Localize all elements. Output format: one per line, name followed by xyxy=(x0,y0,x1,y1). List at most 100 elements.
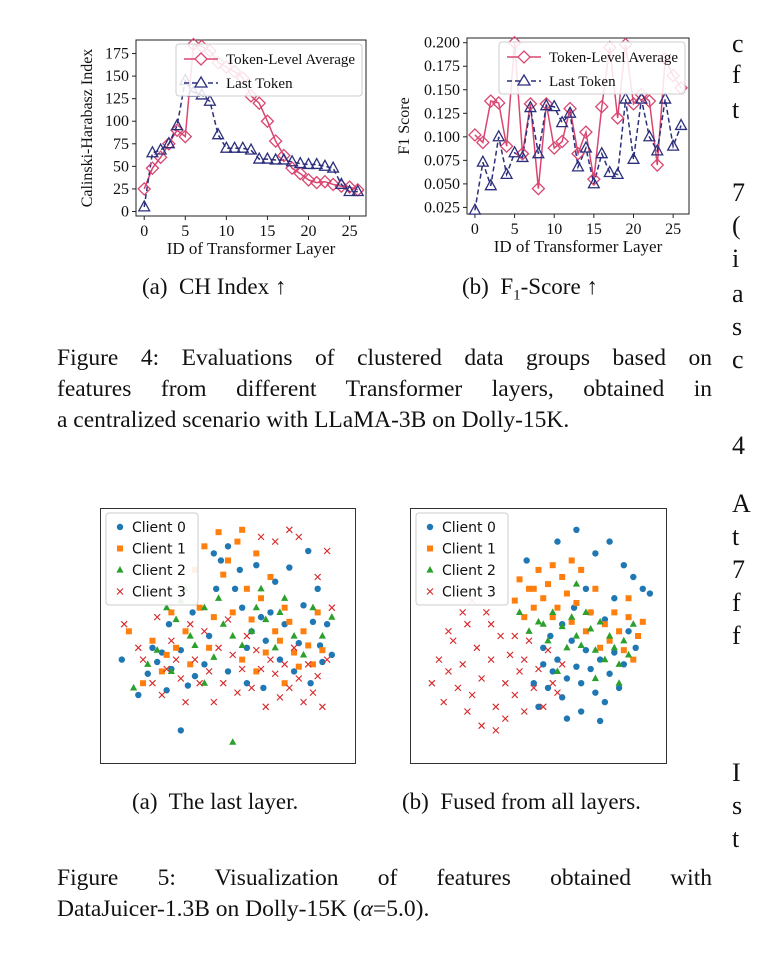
scatter-point-client-0 xyxy=(535,703,542,710)
scatter-point-client-3 xyxy=(219,679,227,687)
scatter-point-client-1 xyxy=(300,628,307,635)
scatter-point-client-1 xyxy=(225,557,231,564)
scatter-point-client-0 xyxy=(316,642,324,649)
legend-marker-client-3 xyxy=(426,588,434,595)
scatter-point-client-3 xyxy=(134,644,142,652)
x-marker-stroke xyxy=(243,632,251,640)
scatter-point-client-1 xyxy=(163,651,170,658)
x-marker-stroke xyxy=(544,646,552,654)
x-marker-stroke xyxy=(281,660,289,668)
scatter-point-client-2 xyxy=(144,660,152,667)
scatter-point-client-2 xyxy=(572,580,581,587)
scatter-point-client-0 xyxy=(625,628,632,635)
scatter-point-client-1 xyxy=(559,574,566,580)
x-marker-stroke xyxy=(163,665,171,673)
scatter-point-client-3 xyxy=(549,679,557,687)
scatter-point-client-3 xyxy=(319,703,326,711)
scatter-point-client-1 xyxy=(530,585,537,592)
legend-box xyxy=(415,512,509,606)
scatter-point-client-0 xyxy=(260,684,267,692)
scatter-point-client-1 xyxy=(281,680,288,687)
y-tick-label: 50 xyxy=(113,158,129,175)
legend-label-client-1: Client 1 xyxy=(132,542,186,558)
scatter-point-client-1 xyxy=(309,661,316,668)
x-marker-stroke xyxy=(304,660,312,668)
x-marker-stroke xyxy=(487,620,495,628)
legend-marker-client-1 xyxy=(117,545,123,552)
scatter-point-client-3 xyxy=(520,708,528,715)
x-marker-stroke xyxy=(478,722,486,730)
data-point-last-token xyxy=(219,140,233,153)
data-point-last-token xyxy=(137,199,151,212)
scatter-point-client-1 xyxy=(573,599,580,606)
scatter-point-client-0 xyxy=(319,658,326,666)
scatter-point-client-1 xyxy=(592,585,599,592)
data-point-last-token xyxy=(343,184,357,197)
right-column-fragment: c xyxy=(732,345,744,374)
scatter-point-client-3 xyxy=(139,656,147,663)
scatter-point-client-1 xyxy=(587,609,594,616)
scatter-point-client-3 xyxy=(535,665,542,673)
scatter-point-client-2 xyxy=(309,603,317,611)
scatter-point-client-3 xyxy=(520,656,528,663)
scatter-point-client-2 xyxy=(558,622,566,630)
scatter-point-client-2 xyxy=(290,632,298,639)
scatter-point-client-2 xyxy=(568,613,576,620)
x-tick-label: 0 xyxy=(140,223,148,240)
right-column-fragment: t xyxy=(732,824,740,853)
scatter-point-client-1 xyxy=(635,633,642,639)
scatter-point-client-0 xyxy=(272,578,279,585)
scatter-point-client-3 xyxy=(196,679,204,687)
data-point-last-token xyxy=(619,91,633,104)
x-marker-stroke xyxy=(323,656,331,663)
x-marker-stroke xyxy=(440,698,448,706)
legend-marker-last-token xyxy=(516,73,532,86)
scatter-point-client-0 xyxy=(592,689,599,696)
scatter-point-client-0 xyxy=(281,621,288,628)
scatter-point-client-2 xyxy=(257,584,265,592)
scatter-point-client-3 xyxy=(454,684,462,692)
scatter-point-client-3 xyxy=(205,668,213,675)
scatter-point-client-0 xyxy=(238,604,246,611)
scatter-point-client-2 xyxy=(252,603,260,611)
scatter-point-client-0 xyxy=(243,680,251,687)
scatter-point-client-3 xyxy=(234,689,241,697)
scatter-point-client-1 xyxy=(243,585,250,592)
y-axis-label: F1 Score xyxy=(396,97,413,154)
scatter-point-client-1 xyxy=(625,595,632,602)
data-point-token-level-average xyxy=(594,99,609,114)
scatter-point-client-1 xyxy=(549,614,556,621)
figure4-panel-a-chart: 0 25 50 75 100 125 150 175 0 5 10 15 20 25 ID of Trans… xyxy=(79,30,380,258)
scatter-point-client-0 xyxy=(286,564,293,571)
scatter-point-client-0 xyxy=(547,632,554,640)
scatter-point-client-1 xyxy=(319,647,326,654)
scatter-point-client-0 xyxy=(243,644,251,651)
right-column-fragment: t xyxy=(732,95,740,124)
scatter-point-client-1 xyxy=(601,621,608,628)
x-marker-stroke xyxy=(167,637,175,645)
legend-marker-client-1 xyxy=(427,545,433,552)
scatter-point-client-0 xyxy=(262,637,269,644)
x-tick-label: 15 xyxy=(259,223,275,240)
x-tick-label: 15 xyxy=(586,221,602,238)
f1-score-line-chart: 0.025 0.050 0.075 0.100 0.125 0.150 0.175 0.200… xyxy=(396,35,690,256)
figure5-subcaption-a: (a) The last layer. xyxy=(132,789,298,815)
figure5-panel-a-plot: Client 0 Client 1 Client 2 Client 3 xyxy=(100,508,356,764)
scatter-point-client-3 xyxy=(252,646,260,654)
y-tick-label: 0.150 xyxy=(424,82,460,99)
scatter-point-client-0 xyxy=(620,661,628,668)
scatter-point-client-2 xyxy=(615,660,623,667)
scatter-point-client-3 xyxy=(487,656,495,663)
caption-text: =5.0). xyxy=(373,896,430,922)
scatter-point-client-3 xyxy=(158,691,166,699)
scatter-point-client-3 xyxy=(290,644,298,652)
x-marker-stroke xyxy=(426,588,434,595)
scatter-point-client-1 xyxy=(258,595,265,602)
scatter-point-client-2 xyxy=(200,679,208,686)
right-column-fragment: f xyxy=(732,588,741,617)
y-tick-label: 0.125 xyxy=(424,105,460,122)
scatter-point-client-3 xyxy=(501,715,509,722)
caption-line: Figure 5: Visualization of features obta… xyxy=(57,865,712,891)
x-marker-stroke xyxy=(134,644,142,652)
x-marker-stroke xyxy=(464,708,471,715)
